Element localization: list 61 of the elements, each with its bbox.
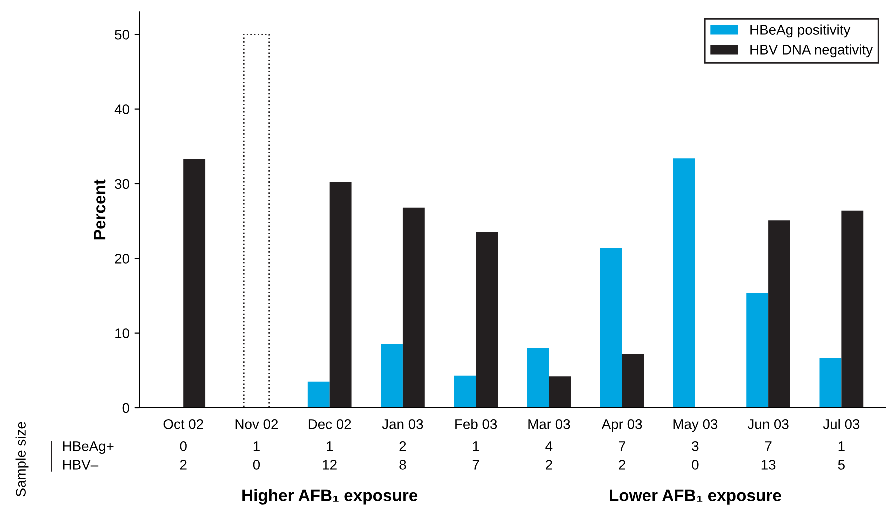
- bar: [402, 208, 425, 408]
- x-tick-label: Mar 03: [528, 419, 570, 430]
- y-tick-label: 30: [115, 179, 130, 190]
- x-tick-label: Jun 03: [748, 419, 789, 430]
- text: 12: [323, 460, 337, 470]
- x-tick-label: Jan 03: [382, 419, 424, 430]
- bar: [243, 34, 270, 408]
- y-tick-label: 20: [115, 254, 130, 264]
- text: 0: [692, 460, 699, 470]
- y-tick-label: 0: [122, 403, 130, 414]
- text: Lower AFB₁ exposure: [610, 490, 782, 505]
- y-axis-title: Percent: [94, 180, 106, 240]
- bar: [476, 232, 498, 408]
- bar: [842, 210, 864, 408]
- x-tick-label: Apr 03: [602, 419, 642, 432]
- bar: [622, 354, 644, 408]
- text: 13: [762, 460, 776, 470]
- text: 2: [400, 441, 406, 452]
- x-tick-label: May 03: [674, 419, 718, 432]
- y-tick-label: 50: [115, 30, 130, 40]
- text: 7: [472, 460, 480, 470]
- x-tick-label: Dec 02: [308, 419, 352, 430]
- bar: [381, 344, 403, 408]
- text: 0: [253, 460, 260, 470]
- bar: [600, 248, 622, 408]
- x-tick-label: Oct 02: [164, 419, 204, 430]
- text: 5: [838, 460, 845, 470]
- text: 2: [619, 460, 626, 470]
- text: 2: [180, 460, 187, 470]
- bar: [746, 293, 769, 408]
- text: 1: [327, 442, 334, 452]
- text: Higher AFB₁ exposure: [242, 489, 418, 505]
- bar: [820, 358, 842, 408]
- bar: [527, 348, 550, 408]
- text: 1: [838, 442, 845, 452]
- text: 1: [473, 442, 480, 452]
- bar: [454, 376, 476, 408]
- x-tick-label: Jul 03: [823, 419, 860, 430]
- y-tick-label: 40: [114, 104, 130, 114]
- text: 1: [254, 442, 260, 452]
- x-tick-label: Feb 03: [456, 419, 498, 430]
- text: 7: [765, 442, 772, 452]
- text: 8: [400, 460, 406, 470]
- text: 0: [180, 441, 187, 452]
- bar: [768, 220, 790, 408]
- text: HBeAg+: [63, 442, 114, 454]
- x-tick-label: Nov 02: [236, 419, 278, 430]
- legend-label: HBeAg positivity: [750, 24, 851, 38]
- bar: [549, 376, 572, 408]
- bar: [308, 382, 330, 408]
- y-tick-label: 10: [116, 328, 130, 338]
- bar: [330, 182, 352, 408]
- text: 4: [546, 442, 553, 452]
- text: HBV–: [63, 460, 99, 470]
- bar: [184, 159, 206, 408]
- text: Sample size: [16, 422, 29, 497]
- text: 2: [546, 460, 552, 470]
- text: 3: [692, 441, 699, 452]
- text: 7: [619, 442, 626, 452]
- legend-label: HBV DNA negativity: [750, 44, 874, 58]
- bar: [674, 158, 696, 408]
